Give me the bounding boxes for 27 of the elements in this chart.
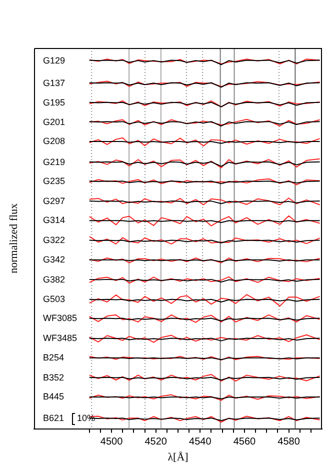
text: G503 [43,294,66,304]
x-axis-title: λ[Å] [168,450,188,464]
text: G201 [43,116,66,127]
text: G235 [43,176,66,186]
annotation: 10% [77,413,96,423]
x-tick-label: 4540 [189,436,212,448]
x-tick-label: 4500 [100,436,124,448]
text: G297 [43,196,66,206]
x-tick-label: 4580 [278,436,300,448]
text: G322 [43,235,66,246]
text: G195 [43,98,66,108]
x-tick-label: 4560 [233,436,256,448]
text: G314 [43,215,66,226]
text: B445 [43,392,64,402]
series-label: WF3085 [43,313,78,324]
y-axis-title: normalized flux [8,202,20,274]
text: B254 [43,352,64,362]
text: G382 [43,274,66,284]
text: G137 [43,78,66,88]
text: G342 [43,254,66,264]
series-label: WF3485 [43,333,78,344]
x-tick-label: 4520 [144,436,168,448]
text: B352 [43,372,64,382]
text: G129 [43,55,66,66]
text: G219 [43,157,66,168]
text: G208 [43,136,66,146]
text: B621 [43,413,64,423]
